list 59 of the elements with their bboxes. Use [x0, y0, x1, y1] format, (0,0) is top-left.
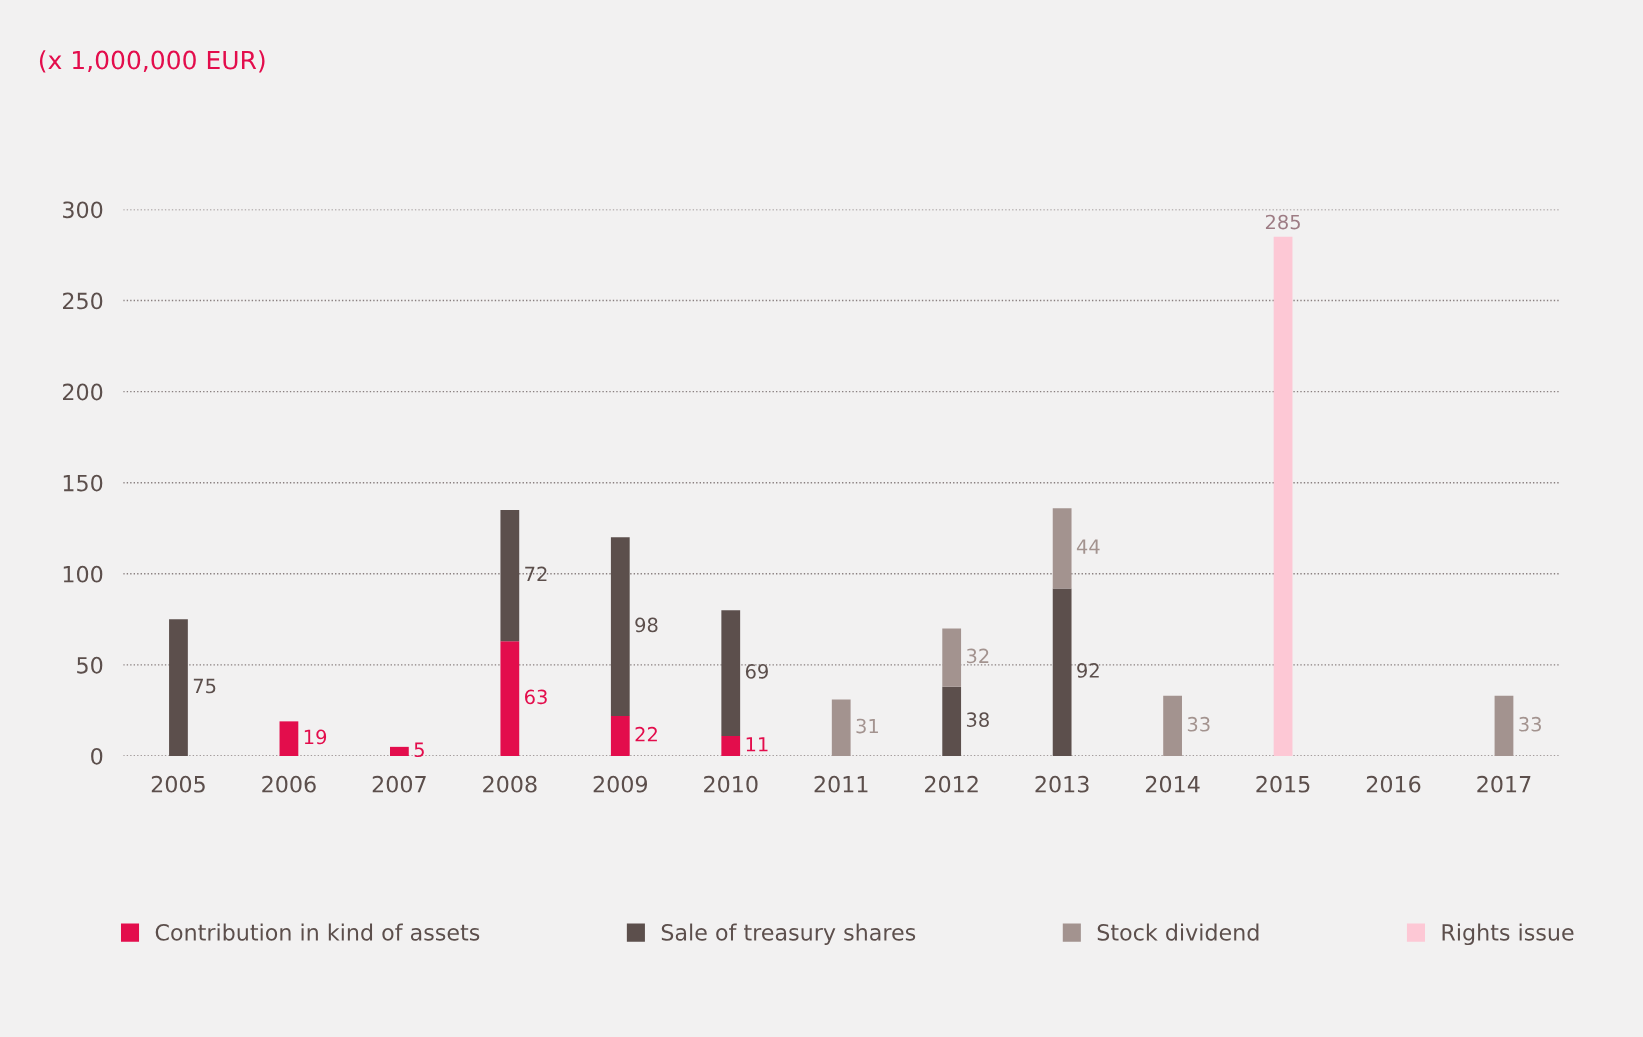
bar [500, 510, 520, 642]
data-label: 92 [1077, 663, 1099, 678]
x-tick-label: 2015 [1256, 775, 1310, 793]
x-tick-label: 2013 [1035, 775, 1089, 793]
x-tick-label: 2016 [1366, 775, 1421, 793]
bar [1163, 695, 1182, 756]
data-label: 5 [414, 742, 424, 758]
data-label: 285 [1265, 214, 1300, 230]
legend-label: Stock dividend [1097, 923, 1259, 941]
x-tick-label: 2008 [483, 775, 537, 793]
x-tick-label: 2011 [814, 775, 868, 793]
data-label: 98 [635, 617, 658, 633]
data-label: 44 [1076, 539, 1100, 554]
x-tick-label: 2009 [593, 775, 648, 793]
data-label: 22 [635, 726, 657, 742]
bar [389, 746, 409, 756]
x-tick-label: 2007 [372, 775, 426, 793]
x-tick-label: 2017 [1477, 775, 1531, 793]
y-tick-label: 150 [63, 474, 103, 492]
data-label: 19 [304, 729, 327, 745]
data-label: 63 [525, 689, 547, 705]
bar [1494, 695, 1514, 756]
data-label: 33 [1187, 716, 1210, 732]
data-label: 11 [746, 737, 768, 752]
bar [169, 619, 188, 756]
legend-label: Sale of treasury shares [661, 923, 916, 946]
y-tick-label: 0 [91, 747, 103, 765]
bar [1052, 588, 1072, 756]
legend-label: Contribution in kind of assets [155, 923, 480, 941]
data-label: 32 [966, 648, 989, 664]
x-tick-label: 2005 [151, 775, 205, 793]
data-label: 31 [856, 718, 878, 734]
data-label: 33 [1519, 716, 1541, 732]
y-tick-label: 200 [62, 383, 103, 401]
data-label: 72 [525, 566, 547, 581]
bar [721, 610, 741, 736]
bar [1273, 236, 1293, 756]
bar [610, 715, 630, 756]
bar [721, 735, 741, 756]
x-tick-label: 2012 [925, 775, 978, 793]
x-tick-label: 2014 [1145, 775, 1200, 793]
data-label: 38 [966, 712, 989, 727]
x-tick-label: 2006 [262, 775, 316, 793]
data-label: 75 [193, 678, 216, 694]
bar [610, 537, 630, 716]
bar [1052, 508, 1072, 589]
bar [500, 641, 520, 756]
y-tick-label: 50 [77, 656, 103, 674]
x-tick-label: 2010 [704, 775, 758, 793]
data-label: 69 [745, 664, 768, 679]
y-tick-label: 300 [63, 201, 103, 219]
legend-label: Rights issue [1442, 923, 1574, 946]
y-tick-label: 250 [62, 292, 103, 310]
chart-title: (x 1,000,000 EUR) [39, 50, 265, 73]
y-tick-label: 100 [63, 565, 103, 583]
bar [831, 699, 851, 756]
bar [942, 686, 962, 756]
bar [279, 721, 299, 756]
bar [942, 628, 962, 687]
